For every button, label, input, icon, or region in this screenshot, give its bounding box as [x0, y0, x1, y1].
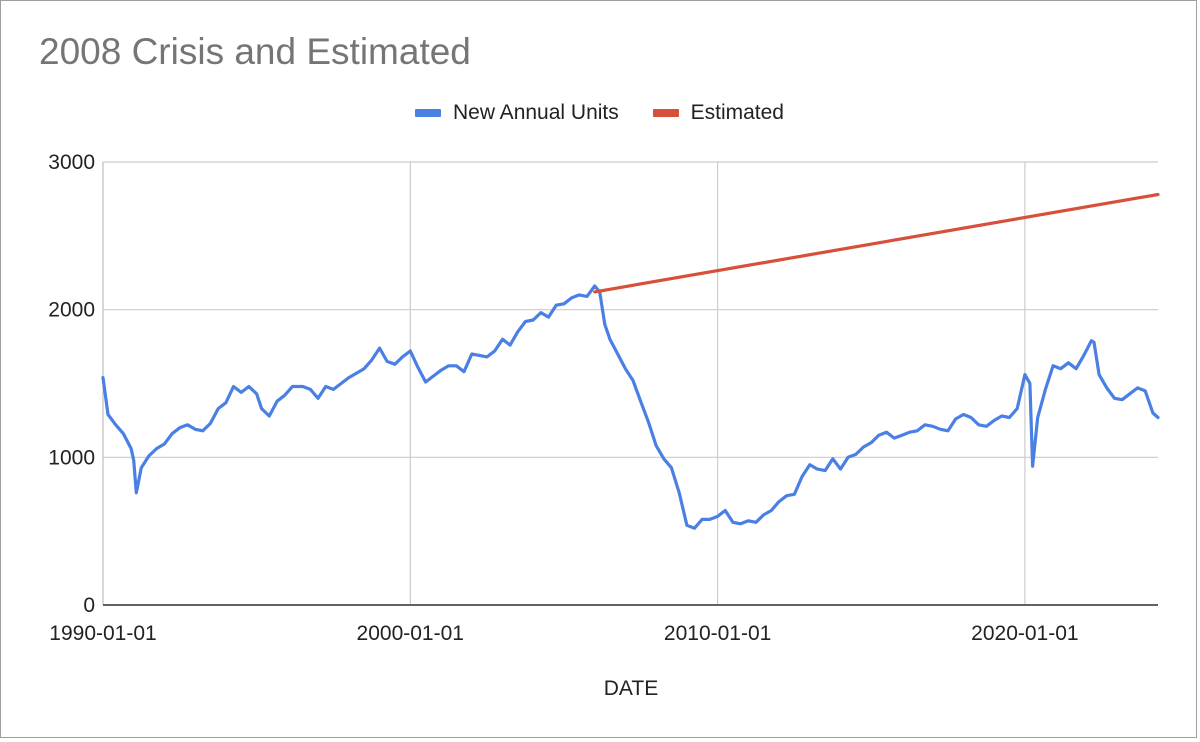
series-line-estimated: [593, 192, 1160, 294]
x-tick-label: 2010-01-01: [664, 622, 771, 645]
legend-item-new-annual-units[interactable]: New Annual Units: [415, 101, 619, 125]
x-tick-label: 2000-01-01: [357, 622, 464, 645]
legend-swatch-estimated: [652, 109, 679, 117]
legend-label-new-annual-units: New Annual Units: [453, 101, 619, 124]
series-line-new-annual-units: [101, 284, 1160, 530]
chart-title: 2008 Crisis and Estimated: [39, 31, 471, 72]
legend-item-estimated[interactable]: Estimated: [652, 101, 784, 125]
y-tick-label: 0: [83, 594, 95, 617]
grid-layer: [102, 161, 1158, 606]
x-axis-title: DATE: [604, 677, 658, 700]
y-tick-label: 1000: [48, 446, 95, 469]
axis-layer: 0 1000 2000 3000 1990-01-01 2000-01-01 2010-01…: [48, 151, 1158, 645]
y-tick-label: 3000: [48, 151, 95, 174]
x-tick-label: 2020-01-01: [971, 622, 1078, 645]
legend-label-estimated: Estimated: [690, 101, 784, 124]
y-tick-label: 2000: [48, 299, 95, 322]
x-tick-label: 1990-01-01: [49, 622, 156, 645]
series-layer: [101, 192, 1160, 530]
legend-swatch-new-annual-units: [415, 109, 441, 117]
chart-legend: New Annual Units Estimated: [1, 99, 1198, 125]
